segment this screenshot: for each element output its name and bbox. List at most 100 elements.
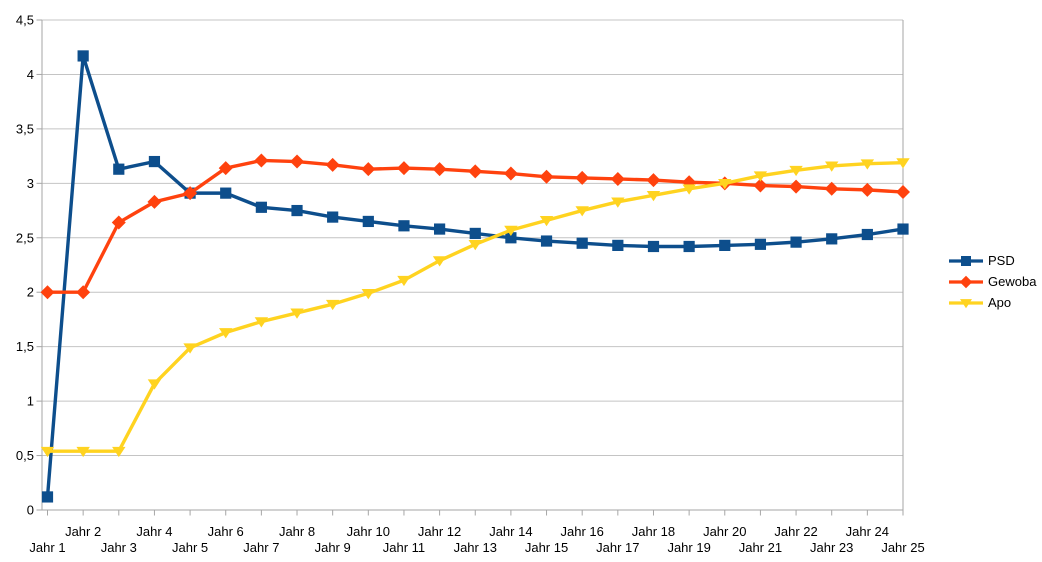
- x-axis-label: Jahr 8: [279, 524, 315, 539]
- x-axis-label: Jahr 3: [101, 540, 137, 555]
- data-point-apo: [718, 178, 732, 190]
- x-axis-label: Jahr 1: [29, 540, 65, 555]
- data-point-psd: [647, 240, 660, 253]
- data-point-psd: [291, 204, 303, 217]
- data-point-psd: [469, 227, 481, 240]
- data-point-psd: [327, 211, 339, 223]
- data-point-gewoba: [503, 166, 518, 181]
- x-axis-label: Jahr 2: [65, 524, 101, 539]
- x-axis-label: Jahr 22: [774, 524, 817, 539]
- x-axis-label: Jahr 11: [383, 540, 425, 555]
- x-axis-label: Jahr 18: [632, 524, 675, 539]
- data-point-apo: [539, 215, 554, 227]
- x-axis-label: Jahr 16: [561, 524, 604, 539]
- data-point-psd: [505, 232, 517, 244]
- legend-label-psd: PSD: [988, 253, 1015, 268]
- data-point-apo: [611, 197, 625, 208]
- data-point-apo: [325, 299, 340, 311]
- data-point-psd: [683, 240, 695, 253]
- data-point-gewoba: [147, 194, 162, 209]
- data-point-apo: [682, 184, 696, 195]
- data-point-psd: [861, 228, 873, 241]
- data-point-apo: [432, 256, 447, 267]
- data-point-psd: [77, 50, 89, 62]
- legend-diamond-icon: [949, 275, 983, 288]
- data-point-gewoba: [610, 171, 625, 186]
- data-point-gewoba: [575, 170, 590, 185]
- data-point-psd: [148, 155, 161, 168]
- data-point-psd: [41, 491, 54, 503]
- x-axis-label: Jahr 21: [739, 540, 782, 555]
- legend-marker-gewoba: [959, 275, 973, 288]
- series-line-apo: [47, 160, 904, 453]
- data-point-psd: [540, 235, 553, 247]
- data-point-apo: [504, 225, 518, 237]
- legend: PSD Gewoba Apo: [948, 250, 1036, 313]
- x-axis-label: Jahr 24: [846, 524, 889, 539]
- legend-item-apo: Apo: [948, 292, 1036, 313]
- data-point-psd: [113, 163, 125, 175]
- x-axis-label: Jahr 9: [315, 540, 351, 555]
- legend-item-gewoba: Gewoba: [948, 271, 1036, 292]
- x-axis-label: Jahr 17: [596, 540, 639, 555]
- data-point-gewoba: [860, 182, 875, 197]
- data-point-gewoba: [290, 154, 305, 169]
- legend-square-icon: [949, 255, 983, 266]
- data-point-apo: [183, 343, 197, 354]
- data-point-gewoba: [432, 162, 447, 177]
- data-point-apo: [575, 206, 589, 217]
- data-point-psd: [576, 237, 588, 249]
- legend-label-gewoba: Gewoba: [988, 274, 1037, 289]
- y-axis-label: 1: [27, 394, 34, 409]
- x-axis-label: Jahr 15: [525, 540, 568, 555]
- data-point-gewoba: [325, 157, 340, 172]
- data-point-apo: [361, 288, 376, 300]
- data-point-psd: [897, 223, 909, 235]
- data-point-apo: [40, 446, 55, 458]
- data-point-apo: [147, 379, 162, 390]
- x-axis-label: Jahr 23: [810, 540, 853, 555]
- data-point-psd: [220, 187, 232, 199]
- data-point-apo: [789, 165, 803, 177]
- data-point-psd: [255, 201, 267, 213]
- y-axis-label: 3: [27, 176, 34, 191]
- legend-item-psd: PSD: [948, 250, 1036, 271]
- data-point-gewoba: [539, 169, 554, 184]
- x-axis-label: Jahr 4: [136, 524, 172, 539]
- x-axis-label: Jahr 14: [489, 524, 532, 539]
- y-axis-label: 0,5: [16, 448, 34, 463]
- data-point-gewoba: [183, 186, 198, 201]
- data-point-gewoba: [646, 173, 661, 188]
- data-point-apo: [397, 275, 411, 287]
- x-axis-label: Jahr 20: [703, 524, 746, 539]
- data-point-apo: [112, 446, 126, 458]
- y-axis-label: 2,5: [16, 230, 34, 245]
- data-point-psd: [790, 236, 802, 248]
- data-point-apo: [76, 446, 90, 458]
- data-point-gewoba: [254, 153, 269, 168]
- y-axis-label: 0: [27, 503, 34, 518]
- data-point-apo: [468, 239, 482, 251]
- x-axis-label: Jahr 25: [881, 540, 924, 555]
- y-axis-label: 1,5: [16, 339, 34, 354]
- legend-marker-apo: [960, 298, 972, 308]
- data-point-gewoba: [896, 185, 910, 200]
- data-point-gewoba: [396, 161, 411, 176]
- data-point-psd: [362, 215, 374, 228]
- data-point-psd: [719, 239, 731, 251]
- data-point-apo: [290, 308, 304, 319]
- data-point-psd: [754, 238, 767, 250]
- data-point-psd: [826, 233, 838, 245]
- data-point-gewoba: [111, 215, 126, 230]
- x-axis-label: Jahr 13: [454, 540, 497, 555]
- data-point-apo: [896, 158, 910, 169]
- data-point-gewoba: [40, 285, 55, 300]
- x-axis-label: Jahr 10: [347, 524, 390, 539]
- data-point-apo: [254, 317, 269, 328]
- data-point-apo: [860, 159, 875, 170]
- data-point-apo: [824, 161, 839, 172]
- data-point-gewoba: [789, 179, 804, 194]
- legend-triangle-down-icon: [949, 298, 983, 308]
